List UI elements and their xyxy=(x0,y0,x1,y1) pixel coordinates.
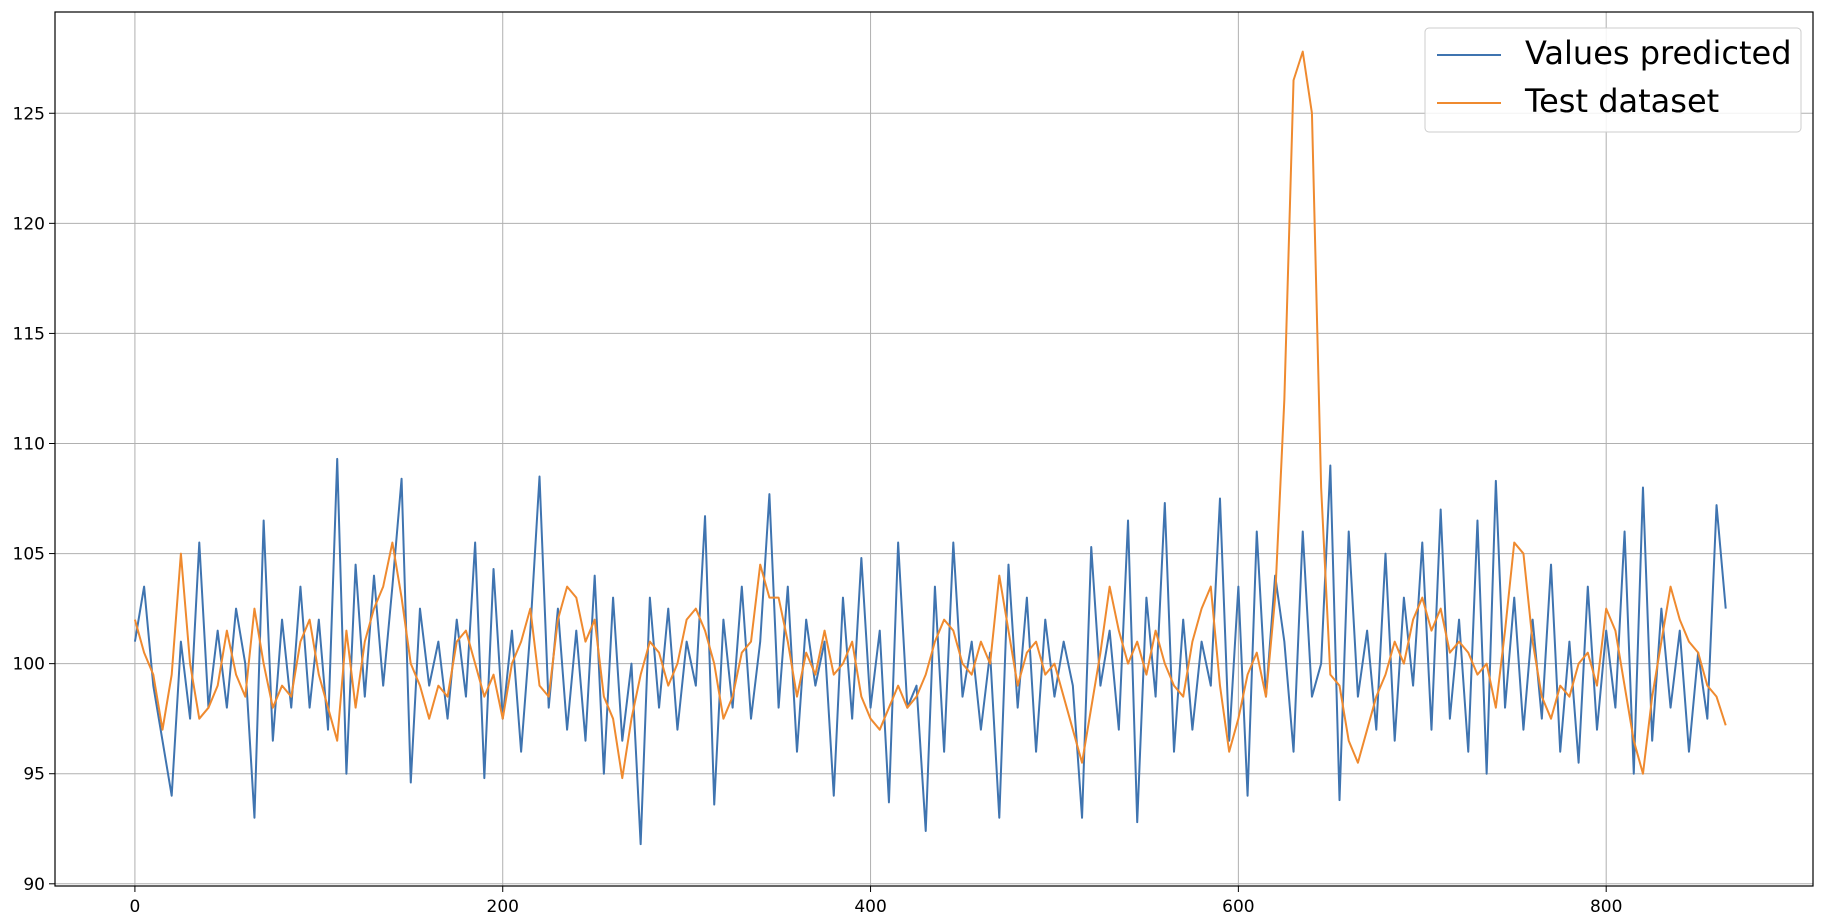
y-tick-label: 100 xyxy=(13,655,45,675)
data-line xyxy=(133,457,1727,846)
data-line xyxy=(133,50,1727,780)
legend-label: Test dataset xyxy=(1524,82,1719,120)
legend-box xyxy=(1424,27,1802,133)
legend: Values predicted Test dataset xyxy=(1424,27,1802,133)
x-tick-label: 400 xyxy=(854,897,886,917)
x-tick-label: 800 xyxy=(1590,897,1622,917)
x-tick-label: 600 xyxy=(1222,897,1254,917)
y-tick-label: 115 xyxy=(13,324,45,344)
y-tick-label: 105 xyxy=(13,545,45,565)
y-tick-label: 120 xyxy=(13,214,45,234)
y-tick-label: 110 xyxy=(13,434,45,454)
x-tick-label: 0 xyxy=(129,897,140,917)
y-tick-label: 90 xyxy=(23,875,45,895)
legend-label: Values predicted xyxy=(1525,34,1792,72)
plot-frame xyxy=(54,11,1814,887)
y-tick-label: 125 xyxy=(13,104,45,124)
x-tick-label: 200 xyxy=(487,897,519,917)
y-tick-label: 95 xyxy=(23,765,45,785)
